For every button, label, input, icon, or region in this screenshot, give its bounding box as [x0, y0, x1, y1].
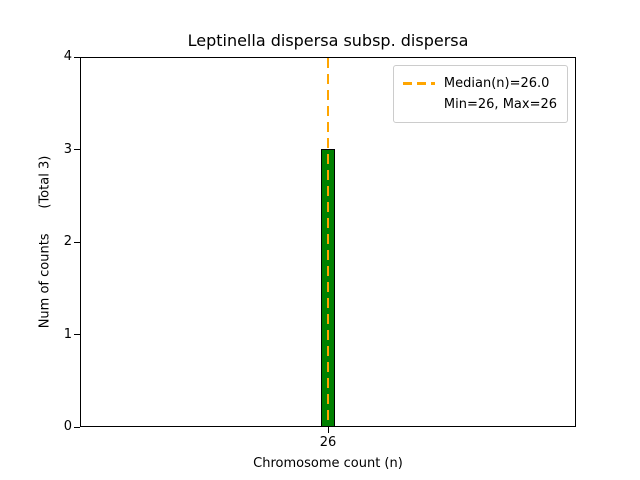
chart-title: Leptinella dispersa subsp. dispersa: [187, 31, 469, 50]
x-axis-label: Chromosome count (n): [253, 456, 403, 471]
median-line: [326, 58, 330, 426]
y-tick-mark: [74, 426, 80, 428]
legend-row-minmax: Min=26, Max=26: [403, 94, 557, 115]
y-tick-label: 2: [63, 234, 72, 249]
y-tick-label: 0: [63, 419, 72, 434]
y-tick-mark: [74, 149, 80, 150]
y-tick-mark: [74, 241, 80, 243]
median-dashed-line-sample: [402, 82, 435, 85]
empty-legend-sample: [403, 104, 435, 106]
y-tick-label: 3: [63, 141, 72, 157]
x-tick-label: 26: [319, 435, 337, 450]
y-axis-label: Num of counts (Total 3): [37, 155, 53, 329]
legend-row-median: Median(n)=26.0: [402, 73, 557, 94]
y-tick-mark: [74, 334, 80, 335]
plot-area: Median(n)=26.0 Min=26, Max=26: [80, 57, 576, 427]
legend-label-minmax: Min=26, Max=26: [443, 97, 557, 112]
y-tick-label: 4: [63, 49, 72, 64]
legend: Median(n)=26.0 Min=26, Max=26: [392, 65, 568, 123]
y-tick-mark: [74, 56, 80, 58]
x-tick-mark: [327, 427, 329, 433]
y-tick-label: 1: [63, 326, 72, 342]
legend-label-median: Median(n)=26.0: [443, 76, 550, 91]
